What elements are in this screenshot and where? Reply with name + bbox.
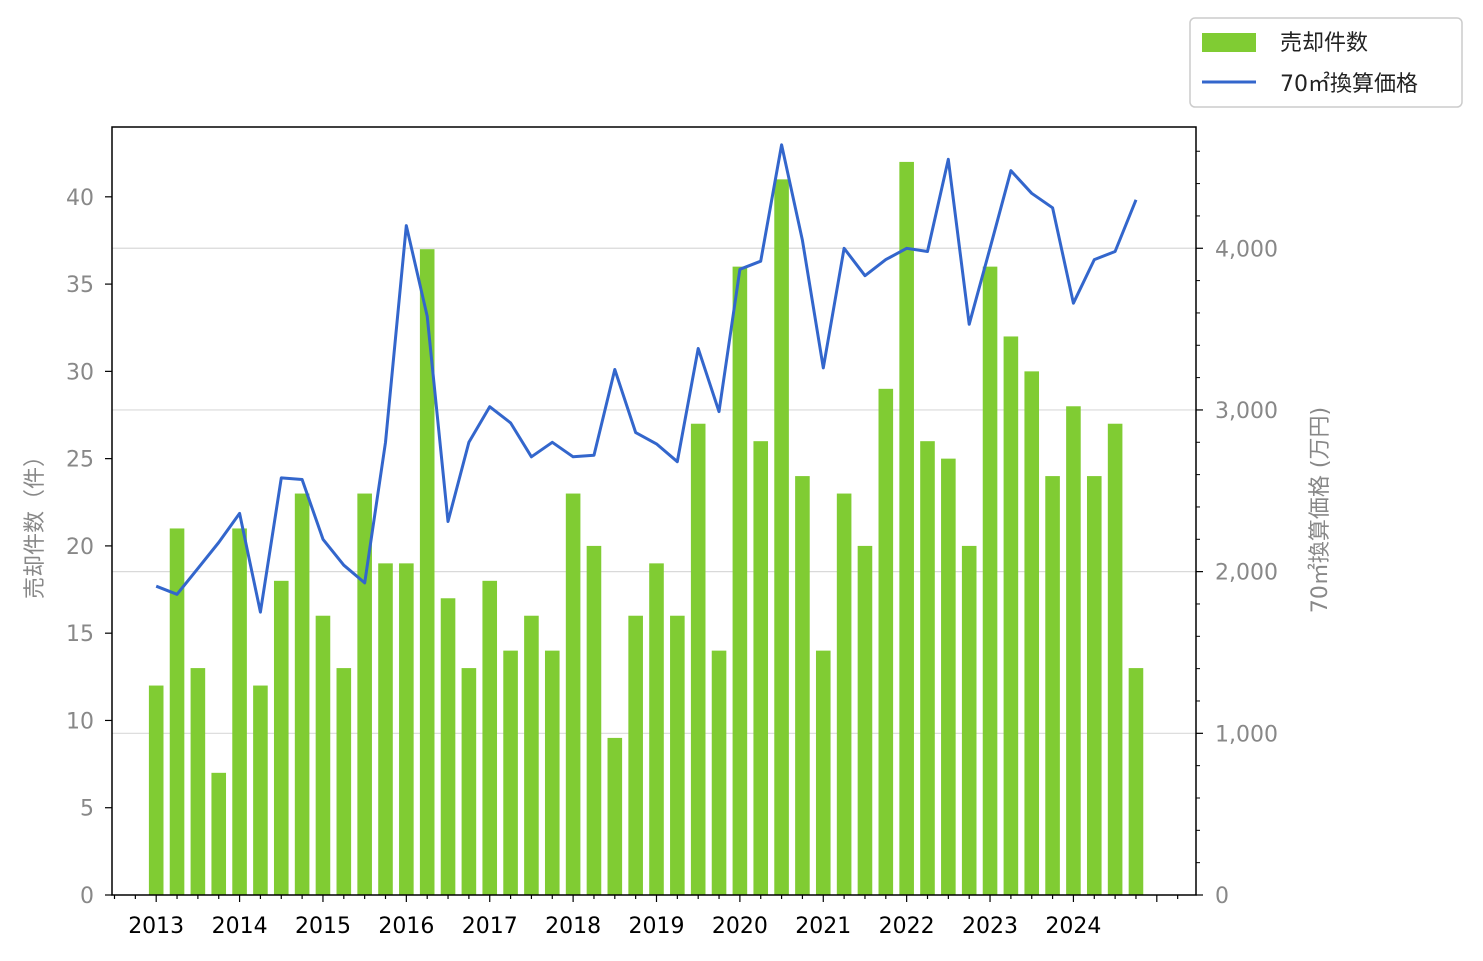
x-tick-label: 2024 — [1045, 914, 1101, 939]
legend-swatch-bars — [1202, 33, 1256, 52]
bar — [378, 563, 393, 895]
left-tick-label: 20 — [66, 535, 94, 560]
bar — [315, 615, 331, 895]
bar — [357, 493, 372, 895]
bar — [836, 493, 852, 895]
right-tick-label: 4,000 — [1215, 237, 1278, 262]
left-tick-label: 5 — [80, 797, 94, 822]
bar — [941, 458, 956, 895]
bar — [211, 772, 227, 895]
x-tick-label: 2013 — [128, 914, 184, 939]
bar — [1128, 668, 1144, 895]
left-tick-label: 30 — [66, 360, 94, 385]
bar — [607, 737, 623, 895]
bar — [1066, 406, 1081, 895]
bar — [169, 528, 185, 895]
left-axis: 0 5 10 15 20 25 30 35 40 — [66, 186, 112, 909]
bar — [795, 476, 810, 895]
bar — [253, 685, 268, 895]
x-tick-label: 2015 — [295, 914, 351, 939]
bar — [399, 563, 414, 895]
left-tick-label: 0 — [80, 884, 94, 909]
line-series — [155, 143, 1138, 614]
x-tick-label: 2021 — [795, 914, 851, 939]
bar — [419, 249, 435, 895]
left-tick-label: 25 — [66, 448, 94, 473]
bar — [774, 179, 789, 895]
bar — [899, 161, 914, 896]
right-axis: 0 1,000 2,000 3,000 4,000 — [1196, 150, 1278, 909]
bar — [1024, 371, 1040, 895]
bar — [961, 545, 977, 895]
x-axis: 2013 2014 2015 2016 2017 2018 2019 2020 2021 2022… — [113, 895, 1179, 939]
right-tick-label: 2,000 — [1215, 561, 1278, 586]
x-tick-label: 2014 — [212, 914, 268, 939]
bar — [148, 685, 164, 895]
x-tick-label: 2020 — [712, 914, 768, 939]
bar — [649, 563, 664, 895]
x-tick-label: 2016 — [378, 914, 434, 939]
bar — [1003, 336, 1019, 895]
bar — [565, 493, 581, 895]
bar — [857, 545, 873, 895]
legend-label-bars: 売却件数 — [1280, 31, 1368, 56]
bar — [982, 266, 998, 895]
bar — [670, 615, 685, 895]
right-tick-label: 3,000 — [1215, 399, 1278, 424]
bar — [190, 668, 206, 895]
bar — [440, 598, 456, 895]
x-tick-label: 2019 — [629, 914, 685, 939]
series-line — [155, 143, 1138, 614]
right-tick-label: 1,000 — [1215, 722, 1278, 747]
bar — [232, 528, 247, 895]
bar — [732, 266, 748, 895]
bar — [1086, 476, 1102, 895]
x-tick-label: 2023 — [962, 914, 1018, 939]
bar — [878, 388, 894, 895]
left-tick-label: 15 — [66, 622, 94, 647]
bar — [544, 650, 560, 895]
x-tick-label: 2017 — [462, 914, 518, 939]
bar — [273, 580, 289, 895]
bar — [461, 668, 477, 895]
right-tick-label: 0 — [1215, 884, 1229, 909]
bar — [690, 423, 706, 895]
left-tick-label: 40 — [66, 186, 94, 211]
x-tick-label: 2022 — [879, 914, 935, 939]
bar — [753, 441, 769, 895]
right-axis-label: 70㎡換算価格 (万円) — [1307, 407, 1333, 613]
bar — [920, 441, 935, 895]
bar — [815, 650, 831, 895]
bar-series — [148, 161, 1144, 896]
bar — [711, 650, 727, 895]
bar — [294, 493, 310, 895]
bar — [1045, 476, 1060, 895]
left-axis-label: 売却件数（件） — [23, 445, 48, 599]
legend: 売却件数 70㎡換算価格 — [1189, 17, 1463, 108]
bar — [628, 615, 643, 895]
bar — [336, 668, 352, 895]
left-tick-label: 10 — [66, 709, 94, 734]
bar — [586, 545, 602, 895]
legend-box — [1189, 17, 1463, 108]
bar — [1107, 423, 1123, 895]
x-tick-label: 2018 — [545, 914, 601, 939]
legend-label-line: 70㎡換算価格 — [1280, 71, 1418, 97]
bar — [503, 650, 518, 895]
bar — [482, 580, 498, 895]
plot-frame — [111, 126, 1197, 896]
left-tick-label: 35 — [66, 273, 94, 298]
bar — [524, 615, 539, 895]
